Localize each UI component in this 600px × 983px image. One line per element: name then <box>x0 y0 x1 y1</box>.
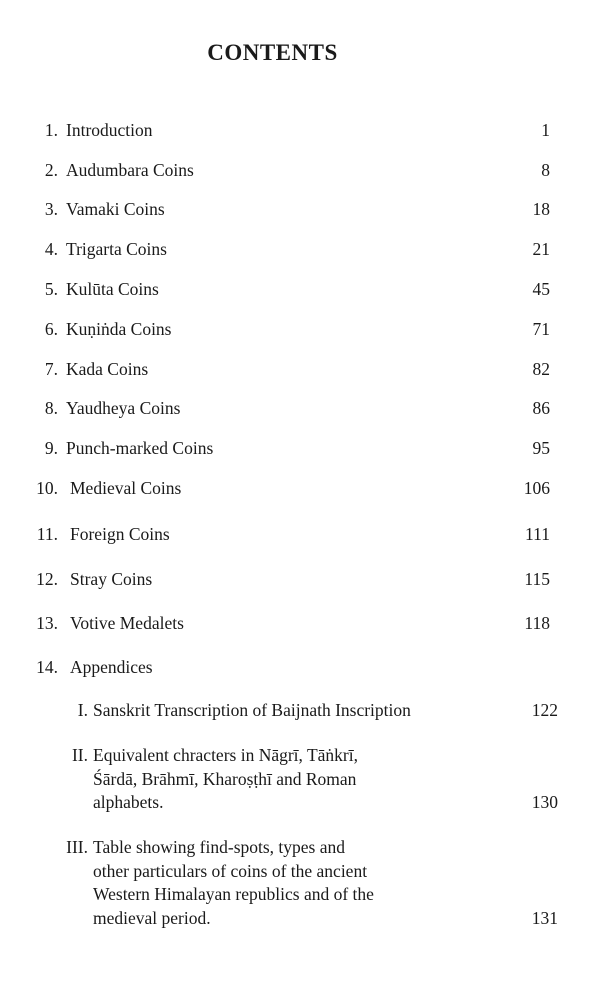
entry-title: Yaudheya Coins <box>66 398 181 418</box>
entry-page: 106 <box>523 478 550 498</box>
toc-entry: 5. Kulūta Coins 45 <box>0 277 600 301</box>
appendix-entry: I. Sanskrit Transcription of Baijnath In… <box>0 699 600 723</box>
entry-number: 9. <box>44 438 58 458</box>
appendix-title: Table showing find-spots, types and other… <box>93 836 438 930</box>
entry-number: 2. <box>44 160 58 180</box>
appendix-title-line: Table showing find-spots, types and <box>93 837 346 857</box>
appendix-page: 130 <box>531 792 558 812</box>
entry-title: Votive Medalets <box>70 613 184 633</box>
entry-number: 1. <box>44 120 58 140</box>
appendix-page: 122 <box>531 700 558 720</box>
entry-title: Foreign Coins <box>70 524 170 544</box>
appendix-number: III. <box>66 837 88 857</box>
toc-entry: 13. Votive Medalets 118 <box>0 611 600 635</box>
entry-page: 111 <box>525 524 550 544</box>
entry-title: Stray Coins <box>70 569 153 589</box>
toc-entry: 1. Introduction 1 <box>0 118 600 142</box>
appendix-title-line: medieval period. <box>93 907 211 928</box>
appendix-title-line: alphabets. <box>93 792 164 812</box>
entry-title: Punch-marked Coins <box>66 438 214 458</box>
entry-page: 8 <box>541 160 550 180</box>
toc-entry: 12. Stray Coins 115 <box>0 567 600 591</box>
toc-entry: 14. Appendices <box>0 655 600 679</box>
toc-entry: 11. Foreign Coins 111 <box>0 522 600 546</box>
toc-entry: 7. Kada Coins 82 <box>0 357 600 381</box>
appendix-title: Sanskrit Transcription of Baijnath Inscr… <box>93 699 438 723</box>
toc-entry: 9. Punch-marked Coins 95 <box>0 436 600 460</box>
toc-entry: 4. Trigarta Coins 21 <box>0 237 600 261</box>
toc-entry: 3. Vamaki Coins 18 <box>0 197 600 221</box>
entry-number: 13. <box>36 613 58 633</box>
appendix-page: 131 <box>531 907 558 928</box>
entry-page: 45 <box>532 279 551 299</box>
entry-number: 6. <box>44 319 58 339</box>
entry-number: 8. <box>44 398 58 418</box>
appendix-entry: III. Table showing find-spots, types and… <box>0 836 600 930</box>
entry-number: 11. <box>36 524 58 544</box>
entry-page: 118 <box>524 613 550 633</box>
page-title: CONTENTS <box>207 40 338 65</box>
entry-number: 10. <box>36 478 58 498</box>
entry-title: Audumbara Coins <box>66 160 194 180</box>
entry-title: Vamaki Coins <box>66 199 165 219</box>
entry-number: 3. <box>44 199 58 219</box>
entry-title: Kuṇiṅda Coins <box>66 319 172 339</box>
entry-page: 71 <box>532 319 551 339</box>
appendix-title-line: Western Himalayan republics and of the <box>93 884 374 904</box>
appendix-entry: II. Equivalent chracters in Nāgrī, Tāṅkr… <box>0 744 600 815</box>
entry-number: 7. <box>44 359 58 379</box>
appendix-title-line: Sanskrit Transcription of Baijnath Inscr… <box>93 700 411 720</box>
appendix-title-line: Śārdā, Brāhmī, Kharoṣṭhī and Roman <box>93 768 357 789</box>
entry-title: Medieval Coins <box>70 478 182 498</box>
toc-entry: 8. Yaudheya Coins 86 <box>0 396 600 420</box>
appendix-number: I. <box>77 700 88 720</box>
entry-page: 86 <box>532 398 551 418</box>
entry-title: Introduction <box>66 120 153 140</box>
entry-title: Appendices <box>70 657 153 677</box>
entry-number: 5. <box>44 279 58 299</box>
entry-page: 95 <box>532 438 551 458</box>
toc-entry: 10. Medieval Coins 106 <box>0 476 600 500</box>
entry-page: 21 <box>532 239 551 259</box>
entry-page: 115 <box>524 569 550 589</box>
entry-page: 82 <box>532 359 551 379</box>
appendix-title-line: Equivalent chracters in Nāgrī, Tāṅkrī, <box>93 745 358 765</box>
entry-title: Kulūta Coins <box>66 279 159 299</box>
entry-number: 14. <box>36 657 58 677</box>
appendix-number: II. <box>71 745 88 765</box>
appendix-title-line: other particulars of coins of the ancien… <box>93 860 368 881</box>
entry-page: 1 <box>541 120 550 140</box>
toc-entry: 2. Audumbara Coins 8 <box>0 158 600 182</box>
toc-entry: 6. Kuṇiṅda Coins 71 <box>0 317 600 341</box>
entry-number: 4. <box>44 239 58 259</box>
entry-page: 18 <box>532 199 551 219</box>
entry-title: Kada Coins <box>66 359 149 379</box>
entry-title: Trigarta Coins <box>66 239 167 259</box>
entry-number: 12. <box>36 569 58 589</box>
appendix-title: Equivalent chracters in Nāgrī, Tāṅkrī, Śā… <box>93 744 438 815</box>
